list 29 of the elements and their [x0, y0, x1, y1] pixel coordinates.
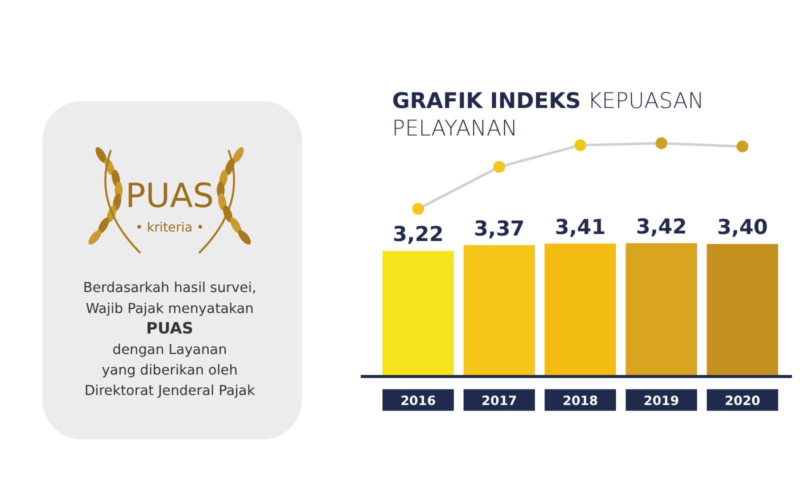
data-label: 3,37: [474, 216, 525, 240]
bar: [706, 244, 778, 376]
point: [493, 161, 506, 173]
point: [412, 203, 424, 215]
text: PUAS: [146, 318, 194, 338]
text: PUAS: [125, 176, 214, 215]
x-tick-label: 2019: [644, 394, 680, 409]
text: Berdasarkah hasil survei,: [83, 280, 256, 296]
x-tick-label: 2016: [400, 394, 436, 409]
x-tick-label: 2018: [562, 394, 598, 409]
text: dengan Layanan: [112, 342, 227, 358]
data-label: 3,40: [717, 215, 768, 240]
point: [574, 139, 586, 152]
x-tick-label: 2020: [724, 394, 760, 409]
chart-title: GRAFIK INDEKS KEPUASAN PELAYANAN: [392, 88, 704, 142]
text: Direktorat Jenderal Pajak: [84, 383, 255, 400]
point: [736, 140, 748, 152]
bar: [464, 245, 535, 376]
data-label: 3,22: [392, 222, 444, 246]
x-tick-label: 2017: [482, 394, 517, 409]
bar: [382, 250, 454, 376]
data-label: 3,42: [636, 214, 687, 238]
text: • kriteria •: [135, 220, 204, 236]
text: Wajib Pajak menyatakan: [86, 300, 254, 317]
bar: [626, 243, 698, 376]
point: [656, 137, 668, 150]
text: yang diberikan oleh: [102, 362, 238, 379]
bar: [544, 244, 616, 376]
data-label: 3,41: [554, 214, 606, 239]
